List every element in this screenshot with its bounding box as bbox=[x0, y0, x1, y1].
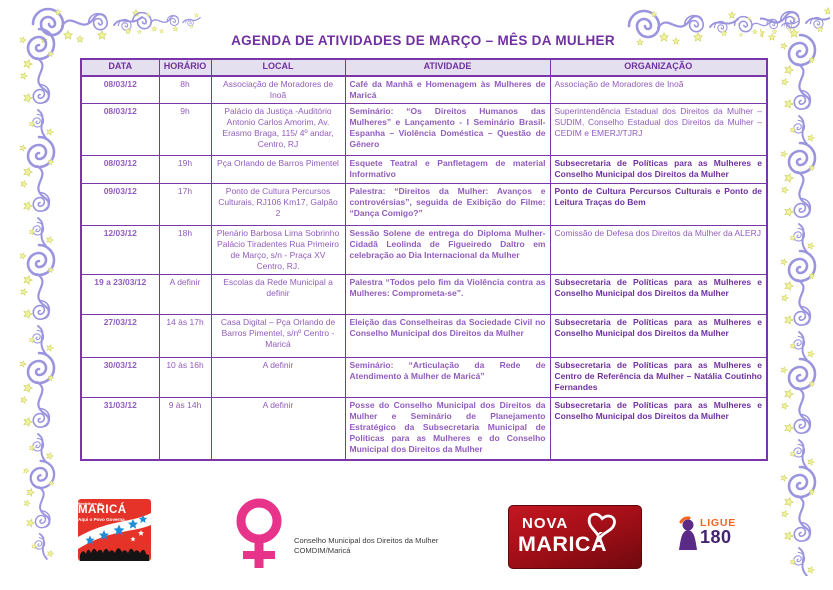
nova-marica-logo: NOVA MARICÁ bbox=[508, 505, 642, 569]
header-atividade: ATIVIDADE bbox=[344, 58, 551, 77]
date-cell: 12/03/12 bbox=[80, 225, 160, 275]
nova-marica-word-marica: MARICÁ bbox=[518, 532, 607, 556]
marica-logo-title: MARICÁ bbox=[78, 504, 127, 516]
table-row: 09/03/12 17h Ponto de Cultura Percursos … bbox=[80, 183, 768, 226]
local-cell: Palácio da Justiça -Auditório Antonio Ca… bbox=[210, 103, 346, 156]
activity-cell: Posse do Conselho Municipal dos Direitos… bbox=[344, 397, 551, 460]
local-cell: A definir bbox=[210, 397, 346, 460]
table-header-row: DATA HORÁRIO LOCAL ATIVIDADE ORGANIZAÇÃO bbox=[80, 58, 768, 77]
activity-cell: Sessão Solene de entrega do Diploma Mulh… bbox=[344, 225, 551, 275]
organization-cell: Subsecretaria de Políticas para as Mulhe… bbox=[549, 274, 768, 315]
local-cell: Plenário Barbosa Lima Sobrinho Palácio T… bbox=[210, 225, 346, 275]
organization-cell: Comissão de Defesa dos Direitos da Mulhe… bbox=[549, 225, 768, 275]
activity-cell: Café da Manhã e Homenagem às Mulheres de… bbox=[344, 75, 551, 104]
nova-marica-word-nova: NOVA bbox=[522, 515, 569, 532]
organization-cell: Subsecretaria de Políticas para as Mulhe… bbox=[549, 397, 768, 460]
decorative-border-left bbox=[5, 28, 63, 568]
time-cell: A definir bbox=[158, 274, 212, 315]
time-cell: 14 às 17h bbox=[158, 314, 212, 358]
organization-cell: Superintendência Estadual dos Direitos d… bbox=[549, 103, 768, 156]
local-cell: Ponto de Cultura Percursos Culturais, RJ… bbox=[210, 183, 346, 226]
activity-cell: Esquete Teatral e Panfletagem de materia… bbox=[344, 155, 551, 184]
ligue-label: LIGUE bbox=[700, 517, 737, 529]
local-cell: A definir bbox=[210, 357, 346, 398]
date-cell: 08/03/12 bbox=[80, 75, 160, 104]
header-organizacao: ORGANIZAÇÃO bbox=[549, 58, 768, 77]
header-data: DATA bbox=[80, 58, 160, 77]
heart-icon bbox=[587, 512, 616, 543]
organization-cell: Ponto de Cultura Percursos Culturais e P… bbox=[549, 183, 768, 226]
organization-cell: Subsecretaria de Políticas para as Mulhe… bbox=[549, 314, 768, 358]
time-cell: 10 às 16h bbox=[158, 357, 212, 398]
comdim-name: Conselho Municipal dos Direitos da Mulhe… bbox=[294, 536, 439, 545]
page-title: AGENDA DE ATIVIDADES DE MARÇO – MÊS DA M… bbox=[231, 33, 615, 48]
date-cell: 09/03/12 bbox=[80, 183, 160, 226]
activity-cell: Seminário: “Articulação da Rede de Atend… bbox=[344, 357, 551, 398]
table-row: 08/03/12 8h Associação de Moradores de I… bbox=[80, 75, 768, 104]
local-cell: Escolas da Rede Municipal a definir bbox=[210, 274, 346, 315]
date-cell: 31/03/12 bbox=[80, 397, 160, 460]
person-icon bbox=[679, 516, 697, 550]
activity-cell: Palestra: “Direitos da Mulher: Avanços e… bbox=[344, 183, 551, 226]
table-row: 19 a 23/03/12 A definir Escolas da Rede … bbox=[80, 274, 768, 315]
time-cell: 17h bbox=[158, 183, 212, 226]
date-cell: 27/03/12 bbox=[80, 314, 160, 358]
comdim-logo: Conselho Municipal dos Direitos da Mulhe… bbox=[228, 498, 548, 572]
date-cell: 19 a 23/03/12 bbox=[80, 274, 160, 315]
table-row: 08/03/12 19h Pça Orlando de Barros Pimen… bbox=[80, 155, 768, 184]
prefeitura-marica-logo: Prefeitura de MARICÁ Aqui o Povo Governa bbox=[78, 499, 151, 563]
comdim-acronym: COMDIM/Maricá bbox=[294, 545, 351, 555]
activity-cell: Eleição das Conselheiras da Sociedade Ci… bbox=[344, 314, 551, 358]
time-cell: 9h bbox=[158, 103, 212, 156]
date-cell: 08/03/12 bbox=[80, 155, 160, 184]
local-cell: Pça Orlando de Barros Pimentel bbox=[210, 155, 346, 184]
marica-logo-subtitle: Prefeitura de bbox=[78, 501, 103, 506]
decorative-border-right bbox=[760, 0, 830, 576]
header-horario: HORÁRIO bbox=[158, 58, 212, 77]
header-local: LOCAL bbox=[210, 58, 346, 77]
table-row: 12/03/12 18h Plenário Barbosa Lima Sobri… bbox=[80, 225, 768, 275]
activity-cell: Seminário: “Os Direitos Humanos das Mulh… bbox=[344, 103, 551, 156]
time-cell: 19h bbox=[158, 155, 212, 184]
date-cell: 08/03/12 bbox=[80, 103, 160, 156]
local-cell: Casa Digital – Pça Orlando de Barros Pim… bbox=[210, 314, 346, 358]
organization-cell: Subsecretaria de Políticas para as Mulhe… bbox=[549, 155, 768, 184]
organization-cell: Associação de Moradores de Inoã bbox=[549, 75, 768, 104]
activity-cell: Palestra “Todos pelo fim da Violência co… bbox=[344, 274, 551, 315]
agenda-table: DATA HORÁRIO LOCAL ATIVIDADE ORGANIZAÇÃO… bbox=[80, 58, 768, 461]
organization-cell: Subsecretaria de Políticas para as Mulhe… bbox=[549, 357, 768, 398]
local-cell: Associação de Moradores de Inoã bbox=[210, 75, 346, 104]
ligue-180-logo: LIGUE 180 bbox=[676, 516, 766, 558]
ligue-number: 180 bbox=[700, 527, 732, 547]
table-row: 08/03/12 9h Palácio da Justiça -Auditóri… bbox=[80, 103, 768, 156]
time-cell: 8h bbox=[158, 75, 212, 104]
table-row: 27/03/12 14 às 17h Casa Digital – Pça Or… bbox=[80, 314, 768, 358]
date-cell: 30/03/12 bbox=[80, 357, 160, 398]
marica-logo-graphic bbox=[78, 499, 151, 561]
female-symbol-icon bbox=[236, 498, 282, 568]
marica-logo-slogan: Aqui o Povo Governa bbox=[78, 517, 125, 522]
table-row: 31/03/12 9 às 14h A definir Posse do Con… bbox=[80, 397, 768, 460]
table-row: 30/03/12 10 às 16h A definir Seminário: … bbox=[80, 357, 768, 398]
time-cell: 9 às 14h bbox=[158, 397, 212, 460]
time-cell: 18h bbox=[158, 225, 212, 275]
